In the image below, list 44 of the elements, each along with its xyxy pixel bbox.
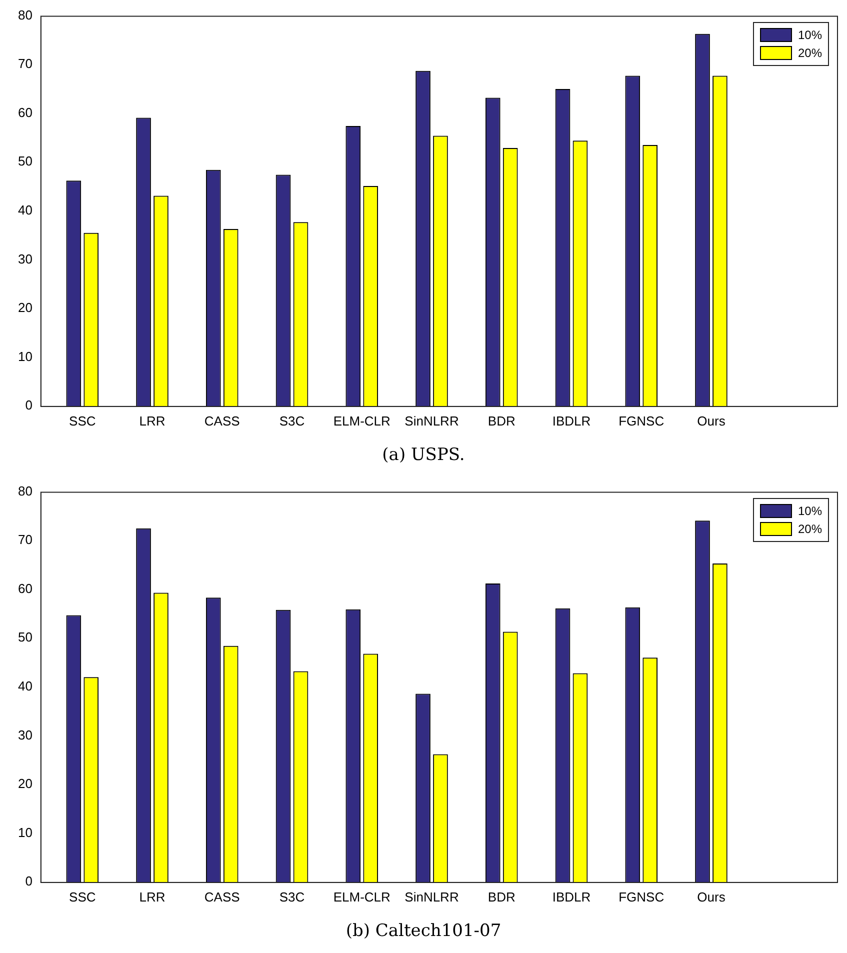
x-tick-label: IBDLR	[552, 889, 591, 904]
x-tick-label: BDR	[488, 413, 516, 428]
x-tick-label: Ours	[697, 889, 726, 904]
x-tick-label: SinNLRR	[404, 889, 459, 904]
x-tick-label: LRR	[139, 889, 166, 904]
x-tick-label: S3C	[279, 413, 305, 428]
x-tick-label: LRR	[139, 413, 166, 428]
x-tick-label: FGNSC	[618, 889, 664, 904]
x-tick-label: CASS	[204, 889, 240, 904]
x-tick-label: IBDLR	[552, 413, 591, 428]
x-tick-label: FGNSC	[618, 413, 664, 428]
x-tick-label: CASS	[204, 413, 240, 428]
x-tick-label: Ours	[697, 413, 726, 428]
x-tick-label: SinNLRR	[404, 413, 459, 428]
y-tick-label: 10	[18, 348, 32, 364]
y-tick-label: 70	[18, 532, 32, 548]
y-tick-label: 0	[25, 874, 32, 889]
y-tick-label: 20	[18, 776, 32, 792]
legend-label: 20%	[798, 46, 822, 60]
text: (b) Caltech101-07	[346, 921, 502, 942]
y-tick-label: 0	[25, 398, 32, 413]
y-tick-label: 50	[18, 630, 32, 645]
x-tick-label: S3C	[279, 889, 305, 904]
x-tick-label: BDR	[488, 889, 516, 904]
text: (a) USPS.	[382, 445, 465, 466]
x-tick-label: SSC	[69, 889, 96, 904]
legend-label: 10%	[798, 504, 822, 518]
x-tick-label: ELM-CLR	[333, 413, 390, 428]
y-tick-label: 40	[18, 202, 32, 218]
x-tick-label: SSC	[69, 413, 96, 428]
legend-label: 20%	[798, 522, 822, 536]
y-tick-label: 80	[18, 7, 32, 22]
y-tick-label: 60	[18, 580, 32, 596]
y-tick-label: 80	[18, 483, 32, 498]
legend-label: 10%	[798, 28, 822, 42]
y-tick-label: 40	[18, 678, 32, 694]
y-tick-label: 10	[18, 824, 32, 840]
y-tick-label: 30	[18, 251, 32, 266]
y-tick-label: 70	[18, 56, 32, 72]
y-tick-label: 30	[18, 727, 32, 742]
y-tick-label: 20	[18, 300, 32, 316]
y-tick-label: 50	[18, 154, 32, 169]
y-tick-label: 60	[18, 104, 32, 120]
x-tick-label: ELM-CLR	[333, 889, 390, 904]
